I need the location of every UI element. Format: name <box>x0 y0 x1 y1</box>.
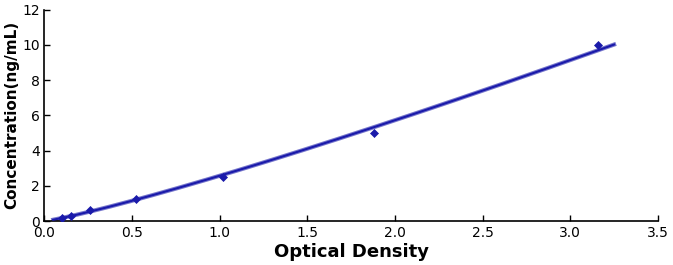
Y-axis label: Concentration(ng/mL): Concentration(ng/mL) <box>4 21 19 210</box>
X-axis label: Optical Density: Optical Density <box>274 243 429 261</box>
